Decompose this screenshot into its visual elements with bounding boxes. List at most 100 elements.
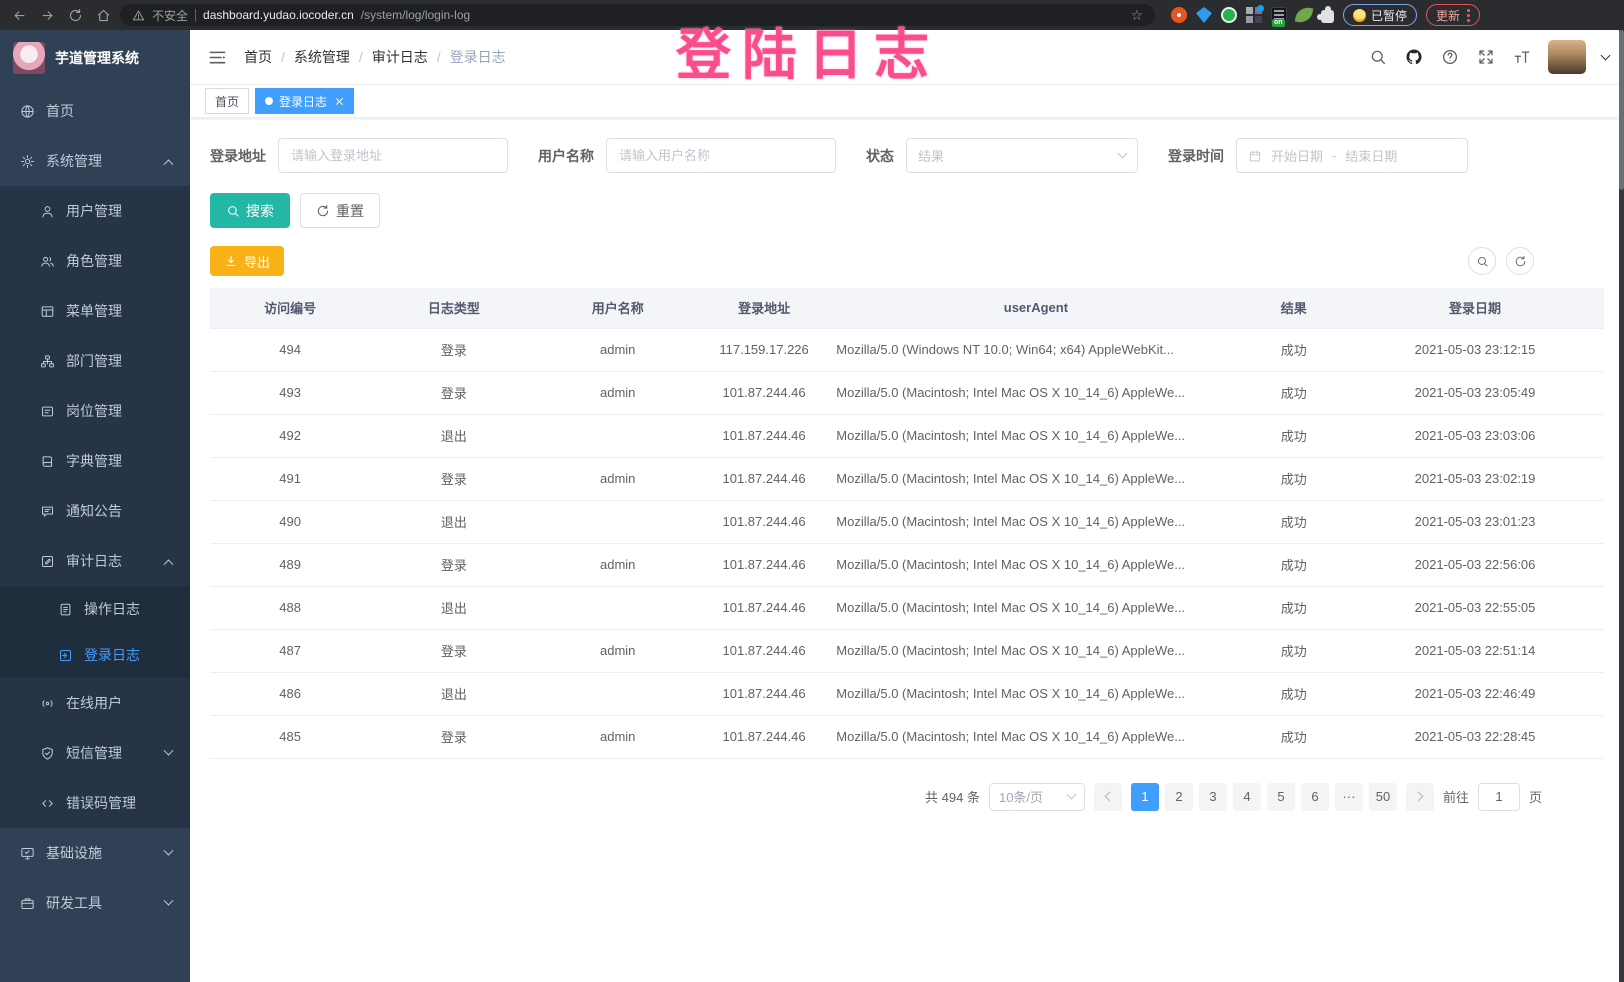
browser-scrollbar[interactable] <box>1619 30 1624 982</box>
search-icon[interactable] <box>1368 47 1388 67</box>
home-icon[interactable] <box>92 4 114 26</box>
login-time-range-picker[interactable]: 开始日期 - 结束日期 <box>1236 138 1468 173</box>
goto-page-input[interactable] <box>1477 782 1520 811</box>
sidebar-item-login-log[interactable]: 登录日志 <box>0 632 190 678</box>
page-button[interactable]: 2 <box>1164 782 1193 811</box>
tag-inactive[interactable]: 首页 <box>205 88 250 114</box>
reset-button[interactable]: 重置 <box>300 193 380 228</box>
sidebar-item-operate-log[interactable]: 操作日志 <box>0 586 190 632</box>
sidebar-item-devtools[interactable]: 研发工具 <box>0 878 190 928</box>
close-icon[interactable] <box>335 97 344 106</box>
sidebar-item-roles[interactable]: 角色管理 <box>0 236 190 286</box>
next-page-button[interactable] <box>1405 782 1434 811</box>
toggle-search-button[interactable] <box>1468 247 1496 275</box>
hamburger-icon[interactable] <box>205 45 229 69</box>
login-address-label: 登录地址 <box>210 147 266 164</box>
sidebar-item-audit[interactable]: 审计日志 <box>0 536 190 586</box>
page-button[interactable]: 6 <box>1300 782 1329 811</box>
prev-page-button[interactable] <box>1093 782 1122 811</box>
tag-active[interactable]: 登录日志 <box>255 88 355 114</box>
reload-icon[interactable] <box>64 4 86 26</box>
chevron-down-icon[interactable] <box>1600 50 1611 60</box>
sidebar-item-gear[interactable]: 系统管理 <box>0 136 190 186</box>
page-button[interactable]: 5 <box>1266 782 1295 811</box>
column-header: 登录地址 <box>697 288 831 329</box>
sidebar-item-online-users[interactable]: 在线用户 <box>0 678 190 728</box>
cell-ip: 101.87.244.46 <box>697 500 831 544</box>
back-icon[interactable] <box>8 4 30 26</box>
pager-more[interactable]: ··· <box>1334 782 1363 811</box>
breadcrumb-item[interactable]: 系统管理 <box>293 49 350 65</box>
roles-icon <box>40 254 55 269</box>
browser-menu-icon[interactable] <box>1467 8 1471 22</box>
breadcrumb-item[interactable]: 审计日志 <box>371 49 428 65</box>
bookmark-star-icon[interactable]: ☆ <box>1130 6 1143 23</box>
page-button[interactable]: 50 <box>1368 782 1397 811</box>
search-button[interactable]: 搜索 <box>210 193 290 228</box>
breadcrumb-item[interactable]: 首页 <box>244 49 272 65</box>
cell-user-agent: Mozilla/5.0 (Macintosh; Intel Mac OS X 1… <box>830 500 1242 544</box>
cell-username <box>537 672 698 716</box>
extensions-paused-badge[interactable]: 已暂停 <box>1343 4 1418 26</box>
extension-green-icon[interactable] <box>1221 7 1237 23</box>
page-button[interactable]: 4 <box>1232 782 1261 811</box>
browser-update-button[interactable]: 更新 <box>1426 4 1481 26</box>
extensions-puzzle-icon[interactable] <box>1317 5 1334 23</box>
sidebar-item-menu[interactable]: 菜单管理 <box>0 286 190 336</box>
cell-username: admin <box>537 715 698 759</box>
sidebar-item-notice[interactable]: 通知公告 <box>0 486 190 536</box>
sidebar-item-error-code[interactable]: 错误码管理 <box>0 778 190 828</box>
post-icon <box>40 404 55 419</box>
app-logo-row[interactable]: 芋道管理系统 <box>0 30 190 86</box>
cell-log-type: 登录 <box>370 457 538 501</box>
operate-log-icon <box>58 602 73 617</box>
page-button[interactable]: 3 <box>1198 782 1227 811</box>
extension-leaf-icon[interactable] <box>1294 5 1314 25</box>
sidebar-item-post[interactable]: 岗位管理 <box>0 386 190 436</box>
sidebar-item-sms[interactable]: 短信管理 <box>0 728 190 778</box>
cell-username <box>537 414 698 458</box>
status-select[interactable]: 结果 <box>906 138 1138 173</box>
refresh-table-button[interactable] <box>1506 247 1534 275</box>
extension-list-icon[interactable]: on <box>1271 7 1287 27</box>
extension-ubuntu-icon[interactable] <box>1171 7 1187 23</box>
font-size-icon[interactable] <box>1512 47 1532 67</box>
infra-icon <box>20 846 35 861</box>
sidebar-item-dict[interactable]: 字典管理 <box>0 436 190 486</box>
app-logo <box>13 42 45 74</box>
avatar[interactable] <box>1548 40 1586 74</box>
sidebar-item-dept[interactable]: 部门管理 <box>0 336 190 386</box>
tags-bar: 首页 登录日志 <box>190 85 1624 118</box>
help-icon[interactable] <box>1440 47 1460 67</box>
export-button[interactable]: 导出 <box>210 246 285 276</box>
cell-user-agent: Mozilla/5.0 (Macintosh; Intel Mac OS X 1… <box>830 543 1242 587</box>
cell-ip: 101.87.244.46 <box>697 672 831 716</box>
login-time-label: 登录时间 <box>1168 147 1224 164</box>
page-button[interactable]: 1 <box>1130 782 1159 811</box>
cell-user-agent: Mozilla/5.0 (Macintosh; Intel Mac OS X 1… <box>830 586 1242 630</box>
calendar-icon <box>1249 150 1261 161</box>
sidebar-item-user[interactable]: 用户管理 <box>0 186 190 236</box>
extension-gem-icon[interactable] <box>1196 7 1212 23</box>
range-separator: - <box>1332 148 1337 163</box>
extension-grid-icon[interactable] <box>1246 5 1264 23</box>
dashboard-icon <box>20 104 35 119</box>
address-bar[interactable]: 不安全 dashboard.yudao.iocoder.cn/system/lo… <box>120 4 1155 26</box>
menu-icon <box>40 304 55 319</box>
page-size-select[interactable]: 10条/页 <box>988 782 1085 811</box>
cell-username: admin <box>537 629 698 673</box>
sidebar-item-dashboard[interactable]: 首页 <box>0 86 190 136</box>
login-address-input[interactable] <box>278 138 508 173</box>
username-input[interactable] <box>606 138 836 173</box>
fullscreen-icon[interactable] <box>1476 47 1496 67</box>
forward-icon[interactable] <box>36 4 58 26</box>
sidebar-item-infra[interactable]: 基础设施 <box>0 828 190 878</box>
cell-log-type: 登录 <box>370 715 538 759</box>
cell-id: 494 <box>210 328 371 372</box>
cell-log-type: 登录 <box>370 629 538 673</box>
sidebar-item-label: 角色管理 <box>66 253 122 269</box>
cell-result: 成功 <box>1241 586 1347 630</box>
github-icon[interactable] <box>1404 47 1424 67</box>
cell-date: 2021-05-03 22:51:14 <box>1346 629 1604 673</box>
